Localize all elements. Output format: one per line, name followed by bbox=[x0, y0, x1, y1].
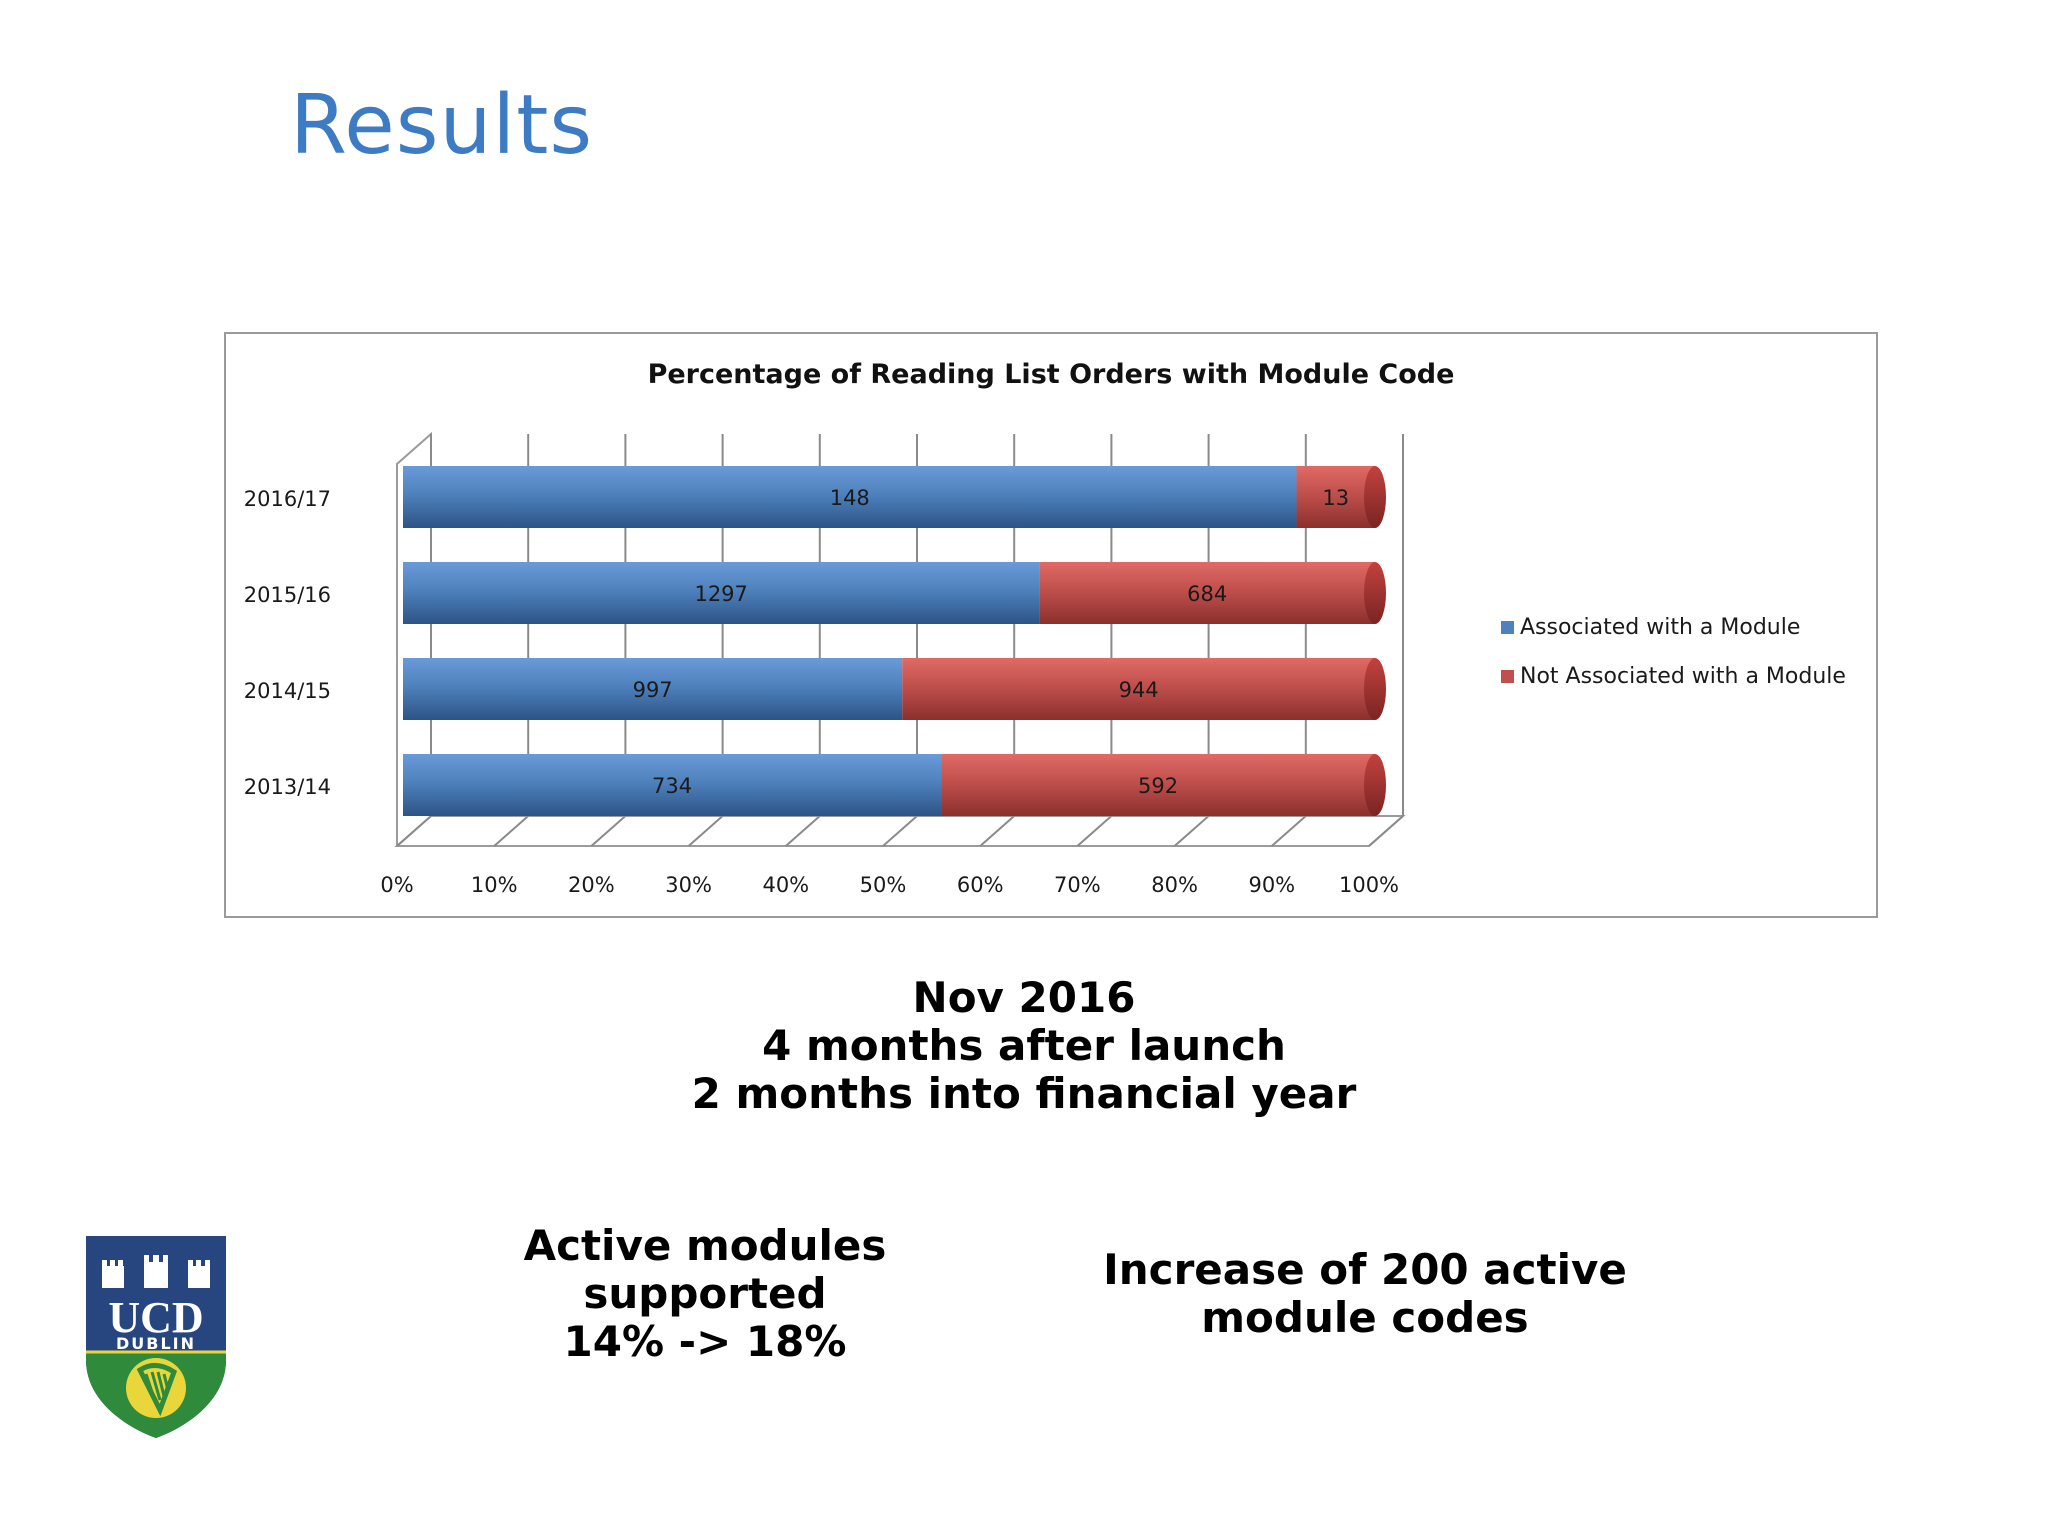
legend-swatch bbox=[1501, 670, 1514, 683]
data-label: 997 bbox=[633, 678, 673, 702]
data-label: 944 bbox=[1119, 678, 1159, 702]
logo-text-ucd: UCD bbox=[108, 1293, 203, 1342]
x-tick-label: 0% bbox=[380, 873, 413, 897]
floor-gridline bbox=[1076, 815, 1113, 847]
floor-gridline bbox=[1173, 815, 1210, 847]
x-tick-label: 20% bbox=[568, 873, 615, 897]
x-tick-label: 50% bbox=[860, 873, 907, 897]
data-label: 1297 bbox=[694, 582, 747, 606]
stat-left-line-2: supported bbox=[583, 1269, 827, 1318]
chart-frame: Percentage of Reading List Orders with M… bbox=[224, 332, 1878, 918]
bar-segment bbox=[403, 754, 942, 816]
data-label: 734 bbox=[652, 774, 692, 798]
caption-line-1: Nov 2016 bbox=[912, 973, 1136, 1022]
x-tick-label: 60% bbox=[957, 873, 1004, 897]
bar-end-cap bbox=[1364, 466, 1386, 528]
stat-right-line-2: module codes bbox=[1201, 1293, 1529, 1342]
floor-gridline bbox=[493, 815, 529, 847]
bar-segment bbox=[902, 658, 1375, 720]
y-category-label: 2013/14 bbox=[244, 775, 331, 799]
x-tick-label: 100% bbox=[1339, 873, 1399, 897]
floor-gridline bbox=[396, 815, 432, 847]
floor-gridline bbox=[785, 815, 821, 847]
caption: Nov 2016 4 months after launch 2 months … bbox=[0, 974, 2048, 1118]
bar-end-cap bbox=[1364, 562, 1386, 624]
floor-gridline bbox=[1368, 815, 1404, 847]
logo-text-dublin: DUBLIN bbox=[116, 1334, 196, 1353]
bar-segment bbox=[1296, 466, 1375, 528]
floor-gridline bbox=[882, 815, 918, 847]
legend-label: Not Associated with a Module bbox=[1520, 664, 1846, 689]
data-label: 148 bbox=[830, 486, 870, 510]
bar-end-cap bbox=[1364, 754, 1386, 816]
stat-left-line-3: 14% -> 18% bbox=[563, 1317, 847, 1366]
slide-title: Results bbox=[290, 78, 594, 173]
floor-gridline bbox=[590, 815, 627, 847]
bar-segment bbox=[941, 754, 1375, 816]
x-tick-label: 90% bbox=[1248, 873, 1295, 897]
bar-segment bbox=[403, 466, 1297, 528]
data-label: 684 bbox=[1187, 582, 1227, 606]
x-tick-label: 40% bbox=[762, 873, 809, 897]
x-tick-label: 80% bbox=[1151, 873, 1198, 897]
bar-segment bbox=[403, 658, 903, 720]
floor-gridline bbox=[687, 815, 724, 847]
y-category-label: 2016/17 bbox=[244, 487, 331, 511]
ucd-logo: UCD DUBLIN bbox=[84, 1232, 228, 1444]
x-tick-label: 10% bbox=[471, 873, 518, 897]
y-category-label: 2014/15 bbox=[244, 679, 331, 703]
bar-segment bbox=[1039, 562, 1375, 624]
x-tick-label: 70% bbox=[1054, 873, 1101, 897]
legend-label: Associated with a Module bbox=[1520, 615, 1800, 640]
x-tick-label: 30% bbox=[665, 873, 712, 897]
castle-icon bbox=[102, 1255, 210, 1288]
stat-active-modules: Active modules supported 14% -> 18% bbox=[505, 1222, 905, 1366]
chart-title: Percentage of Reading List Orders with M… bbox=[648, 359, 1455, 390]
stacked-bar-chart: Percentage of Reading List Orders with M… bbox=[244, 359, 1846, 897]
floor-gridline bbox=[979, 815, 1015, 847]
caption-line-2: 4 months after launch bbox=[762, 1021, 1286, 1070]
harp-icon bbox=[126, 1358, 186, 1418]
stat-right-line-1: Increase of 200 active bbox=[1103, 1245, 1627, 1294]
stat-module-codes: Increase of 200 active module codes bbox=[1060, 1246, 1670, 1342]
chart-bars bbox=[403, 466, 1386, 816]
data-label: 592 bbox=[1138, 774, 1178, 798]
bar-segment bbox=[403, 562, 1040, 624]
legend-swatch bbox=[1501, 621, 1514, 634]
data-label: 13 bbox=[1322, 486, 1349, 510]
bar-end-cap bbox=[1364, 658, 1386, 720]
caption-line-3: 2 months into financial year bbox=[691, 1069, 1357, 1118]
chart-text: Percentage of Reading List Orders with M… bbox=[244, 359, 1846, 897]
floor-gridline bbox=[1271, 815, 1307, 847]
stat-left-line-1: Active modules bbox=[523, 1221, 887, 1270]
y-category-label: 2015/16 bbox=[244, 583, 331, 607]
